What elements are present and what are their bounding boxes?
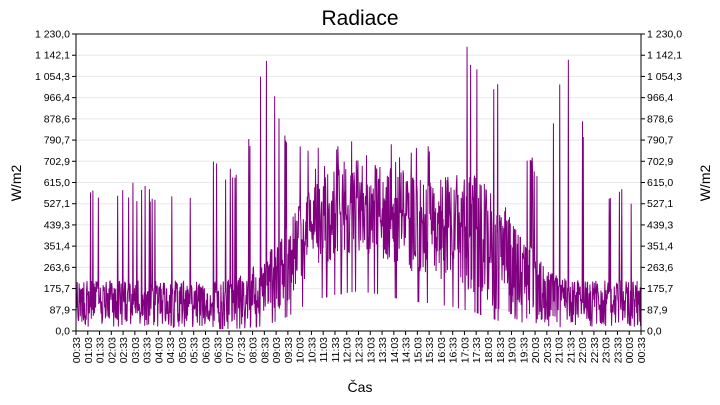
y-tick-label: 439,3 <box>647 219 673 231</box>
x-tick-label: 06:03 <box>200 337 212 363</box>
y-tick-label: 175,7 <box>44 283 70 295</box>
x-tick-label: 18:03 <box>483 337 495 363</box>
y-tick-label: 263,6 <box>44 262 70 274</box>
x-tick-label: 05:03 <box>177 337 189 363</box>
x-tick-label: 07:03 <box>224 337 236 363</box>
x-tick-label: 08:33 <box>259 337 271 363</box>
x-tick-label: 10:03 <box>295 337 307 363</box>
x-axis-title: Čas <box>348 379 373 395</box>
x-tick-label: 13:03 <box>365 337 377 363</box>
y-tick-label: 527,1 <box>44 198 70 210</box>
y-tick-label: 351,4 <box>44 241 70 253</box>
x-tick-label: 09:03 <box>271 337 283 363</box>
x-tick-label: 16:33 <box>448 337 460 363</box>
y-tick-label: 702,9 <box>44 156 70 168</box>
y-tick-label: 87,9 <box>647 304 668 316</box>
y-tick-label: 263,6 <box>647 262 673 274</box>
x-axis: 00:33 01:03 01:33 02:03 02:33 03:03 03:33 04:03… <box>71 331 648 363</box>
x-tick-label: 18:33 <box>495 337 507 363</box>
y-tick-label: 615,0 <box>44 177 70 189</box>
x-tick-label: 02:03 <box>106 337 118 363</box>
y-tick-label: 966,4 <box>647 92 673 104</box>
y-tick-label: 1 142,1 <box>35 50 70 62</box>
y-tick-label: 0,0 <box>647 326 662 338</box>
series-radiation <box>75 46 642 330</box>
x-tick-label: 16:03 <box>436 337 448 363</box>
x-tick-label: 15:03 <box>412 337 424 363</box>
x-tick-label: 04:33 <box>165 337 177 363</box>
x-tick-label: 09:33 <box>283 337 295 363</box>
x-tick-label: 12:03 <box>342 337 354 363</box>
x-tick-label: 17:03 <box>459 337 471 363</box>
x-tick-label: 17:33 <box>471 337 483 363</box>
x-tick-label: 11:33 <box>330 337 342 363</box>
y-tick-label: 1 230,0 <box>647 29 682 41</box>
y-tick-label: 790,7 <box>44 135 70 147</box>
y-axis-title-right: W/m2 <box>697 165 713 202</box>
x-tick-label: 00:03 <box>624 337 636 363</box>
x-tick-label: 21:03 <box>554 337 566 363</box>
x-tick-label: 15:33 <box>424 337 436 363</box>
x-tick-label: 22:03 <box>577 337 589 363</box>
y-axis-right: 0,0 87,9 175,7 263,6 351,4 439,3 527,1 615,0 702… <box>641 29 682 338</box>
x-tick-label: 02:33 <box>118 337 130 363</box>
y-tick-label: 1 054,3 <box>647 71 682 83</box>
y-tick-label: 615,0 <box>647 177 673 189</box>
chart-title: Radiace <box>321 7 398 30</box>
y-tick-label: 0,0 <box>55 326 70 338</box>
y-tick-label: 87,9 <box>50 304 71 316</box>
y-tick-label: 966,4 <box>44 92 70 104</box>
x-tick-label: 05:33 <box>189 337 201 363</box>
x-tick-label: 07:33 <box>236 337 248 363</box>
x-tick-label: 11:03 <box>318 337 330 363</box>
y-tick-label: 527,1 <box>647 198 673 210</box>
x-tick-label: 14:03 <box>389 337 401 363</box>
y-tick-label: 790,7 <box>647 135 673 147</box>
x-tick-label: 20:03 <box>530 337 542 363</box>
x-tick-label: 14:33 <box>401 337 413 363</box>
x-tick-label: 01:03 <box>83 337 95 363</box>
y-tick-label: 351,4 <box>647 241 673 253</box>
x-tick-label: 13:33 <box>377 337 389 363</box>
x-tick-label: 23:33 <box>612 337 624 363</box>
y-axis-left: 0,0 87,9 175,7 263,6 351,4 439,3 527,1 615,0 702… <box>35 29 76 338</box>
x-tick-label: 00:33 <box>71 337 83 363</box>
x-tick-label: 19:03 <box>507 337 519 363</box>
y-tick-label: 702,9 <box>647 156 673 168</box>
x-tick-label: 20:33 <box>542 337 554 363</box>
x-tick-label: 04:03 <box>153 337 165 363</box>
y-tick-label: 439,3 <box>44 219 70 231</box>
x-tick-label: 06:33 <box>212 337 224 363</box>
x-tick-label: 01:33 <box>95 337 107 363</box>
y-tick-label: 878,6 <box>647 113 673 125</box>
x-tick-label: 10:33 <box>306 337 318 363</box>
x-tick-label: 12:33 <box>354 337 366 363</box>
y-tick-label: 878,6 <box>44 113 70 125</box>
y-tick-label: 1 054,3 <box>35 71 70 83</box>
x-tick-label: 23:03 <box>601 337 613 363</box>
y-tick-label: 1 230,0 <box>35 29 70 41</box>
x-tick-label: 19:33 <box>518 337 530 363</box>
x-tick-label: 03:33 <box>142 337 154 363</box>
x-tick-label: 00:33 <box>636 337 648 363</box>
y-tick-label: 1 142,1 <box>647 50 682 62</box>
x-tick-label: 08:03 <box>248 337 260 363</box>
y-tick-label: 175,7 <box>647 283 673 295</box>
series-line-radiation <box>75 46 642 330</box>
x-tick-label: 22:33 <box>589 337 601 363</box>
y-axis-title-left: W/m2 <box>8 165 24 202</box>
x-tick-label: 21:33 <box>565 337 577 363</box>
x-tick-label: 03:03 <box>130 337 142 363</box>
